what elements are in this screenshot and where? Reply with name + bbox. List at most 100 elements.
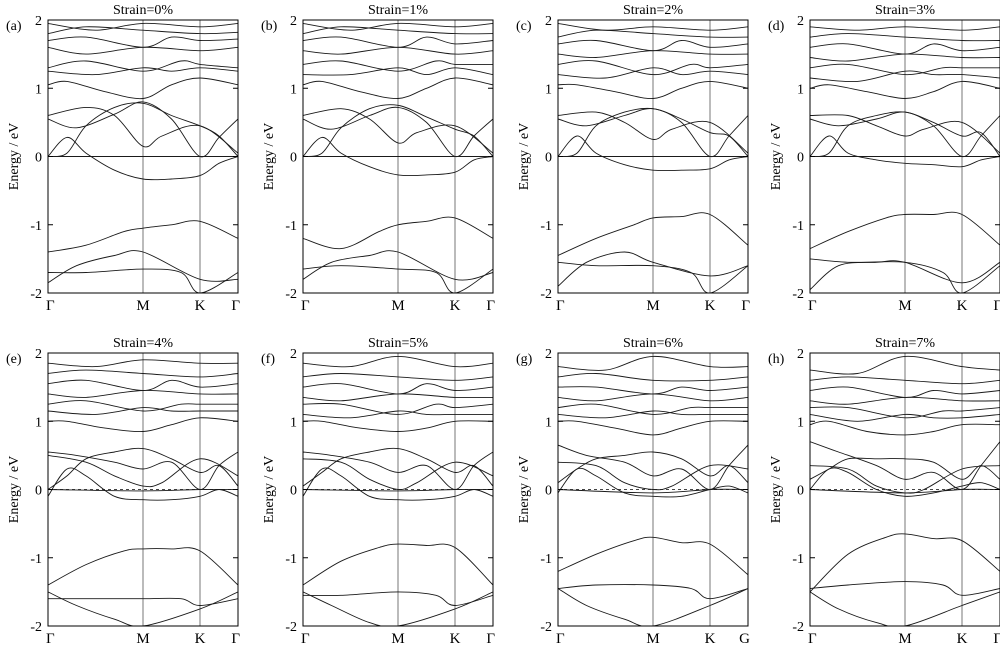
y-tick-label: 0 <box>35 484 42 499</box>
band-line <box>48 67 238 76</box>
kpoint-label: K <box>705 298 716 314</box>
band-line <box>558 410 748 419</box>
y-axis-label: Energy / eV <box>7 456 22 523</box>
band-line <box>810 413 1000 422</box>
y-tick-label: 2 <box>35 14 42 29</box>
y-tick-label: 1 <box>290 82 297 97</box>
band-line <box>810 135 1000 168</box>
band-line <box>303 136 493 177</box>
panel-label: (c) <box>516 19 532 34</box>
y-tick-label: 0 <box>797 484 804 499</box>
kpoint-label: K <box>705 631 716 645</box>
y-tick-label: 1 <box>35 415 42 430</box>
band-line <box>48 60 238 72</box>
band-line <box>558 467 748 498</box>
band-curves <box>303 22 493 293</box>
band-line <box>810 111 1000 157</box>
band-line <box>48 547 238 586</box>
panel-label: (f) <box>261 352 275 367</box>
panel-label: (h) <box>768 352 785 367</box>
panel-label: (d) <box>768 19 785 34</box>
panel-label: (g) <box>516 352 533 367</box>
panel-title: Strain=2% <box>623 3 683 18</box>
y-tick-label: 1 <box>797 415 804 430</box>
kpoint-label: Γ <box>231 298 240 314</box>
kpoint-label: G <box>739 631 750 645</box>
band-line <box>303 447 493 487</box>
y-tick-label: 2 <box>290 14 297 29</box>
kpoint-label: M <box>136 298 149 314</box>
band-line <box>48 26 238 35</box>
band-line <box>303 60 493 72</box>
band-curves <box>810 26 1000 293</box>
y-tick-label: -2 <box>792 287 804 302</box>
kpoint-label: M <box>646 298 659 314</box>
band-line <box>810 211 1000 250</box>
band-line <box>558 135 748 172</box>
band-line <box>558 488 748 494</box>
band-panel-5: -2 -1 0 1 2 Γ M K Γ Strain=5% (f) Energy / eV <box>261 336 495 645</box>
y-tick-label: -1 <box>285 552 297 567</box>
band-line <box>303 106 493 157</box>
band-line <box>558 386 748 395</box>
band-panel-0: -2 -1 0 1 2 Γ M K Γ Strain=0% (a) Energy / eV <box>6 3 240 314</box>
y-axis-label: Energy / eV <box>262 123 277 190</box>
y-tick-label: 0 <box>797 151 804 166</box>
band-curves <box>558 355 748 626</box>
y-tick-label: 2 <box>797 347 804 362</box>
panel-title: Strain=1% <box>368 3 428 18</box>
y-tick-label: -1 <box>540 552 552 567</box>
y-tick-label: 1 <box>797 82 804 97</box>
kpoint-label: M <box>391 631 404 645</box>
band-line <box>810 63 1000 76</box>
y-tick-label: -2 <box>792 620 804 635</box>
band-line <box>810 467 1000 497</box>
band-line <box>303 410 493 419</box>
y-axis-label: Energy / eV <box>769 123 784 190</box>
band-line <box>48 136 238 181</box>
y-tick-label: -2 <box>285 287 297 302</box>
band-line <box>558 536 748 576</box>
kpoint-label: Γ <box>556 298 565 314</box>
y-tick-label: 1 <box>545 415 552 430</box>
band-line <box>48 101 238 158</box>
kpoint-label: Γ <box>301 631 310 645</box>
band-panel-7: -2 -1 0 1 2 Γ M K Γ Strain=7% (h) Energy / eV <box>768 336 1000 645</box>
y-tick-label: 2 <box>35 347 42 362</box>
band-line <box>303 458 493 491</box>
y-tick-label: 1 <box>545 82 552 97</box>
y-axis-label: Energy / eV <box>517 456 532 523</box>
y-tick-label: -1 <box>792 552 804 567</box>
y-tick-label: 2 <box>545 347 552 362</box>
y-tick-label: -1 <box>30 219 42 234</box>
kpoint-label: Γ <box>993 298 1000 314</box>
band-line <box>48 359 238 368</box>
kpoint-label: K <box>957 298 968 314</box>
kpoint-label: Γ <box>486 298 495 314</box>
y-tick-label: 2 <box>545 14 552 29</box>
kpoint-label: K <box>957 631 968 645</box>
band-line <box>810 355 1000 375</box>
band-line <box>48 379 238 391</box>
kpoint-label: M <box>898 631 911 645</box>
band-line <box>558 355 748 371</box>
y-tick-label: -2 <box>540 620 552 635</box>
y-tick-label: 1 <box>290 415 297 430</box>
kpoint-label: M <box>898 298 911 314</box>
band-line <box>558 60 748 76</box>
band-curves <box>48 22 238 293</box>
band-line <box>810 386 1000 398</box>
band-line <box>48 369 238 378</box>
band-line <box>558 584 748 600</box>
band-line <box>303 420 493 432</box>
band-panel-3: -2 -1 0 1 2 Γ M K Γ Strain=3% (d) Energy / eV <box>768 3 1000 314</box>
band-line <box>558 212 748 256</box>
kpoint-label: Γ <box>46 631 55 645</box>
y-tick-label: -1 <box>285 219 297 234</box>
kpoint-label: Γ <box>231 631 240 645</box>
panel-label: (b) <box>261 19 278 34</box>
band-line <box>303 67 493 76</box>
band-line <box>303 26 493 35</box>
band-line <box>48 77 238 100</box>
y-tick-label: -2 <box>285 620 297 635</box>
